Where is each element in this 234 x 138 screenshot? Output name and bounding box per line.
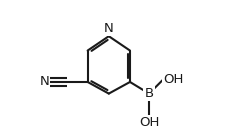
Text: N: N [104,22,114,35]
Text: B: B [145,87,154,100]
Text: OH: OH [163,73,184,86]
Text: OH: OH [139,116,159,129]
Text: N: N [40,75,49,88]
